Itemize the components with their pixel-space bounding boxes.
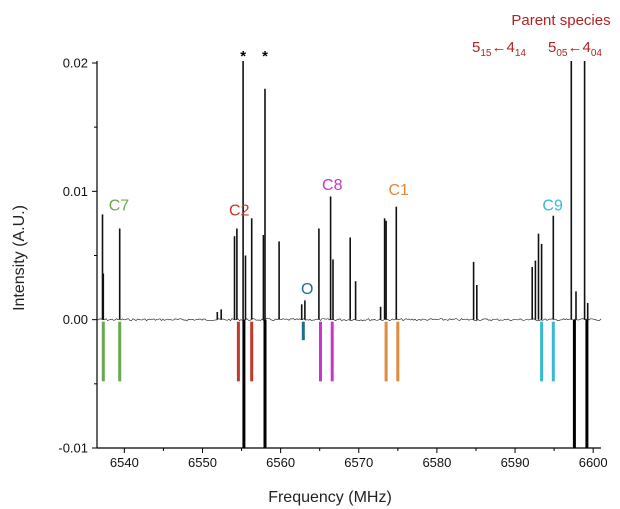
transition-1-j-up: 5 xyxy=(472,39,480,56)
transition-2-j-up: 5 xyxy=(548,39,556,56)
transition-2-ka-kc-up: 05 xyxy=(556,48,568,59)
asterisk-marker: * xyxy=(262,48,268,65)
assignment-label-c9: C9 xyxy=(542,198,563,215)
y-tick-label: 0.01 xyxy=(63,184,88,199)
y-tick-label: 0.02 xyxy=(63,56,88,71)
y-tick-label: 0.00 xyxy=(63,312,88,327)
baseline-noise xyxy=(96,318,602,322)
x-tick-label: 6550 xyxy=(188,455,217,470)
experimental-spectrum xyxy=(101,61,589,320)
transition-5-15-4-14: 515←414 xyxy=(472,39,526,59)
transition-2-j-low: 4 xyxy=(582,39,590,56)
x-tick-label: 6570 xyxy=(344,455,373,470)
assignment-label-c2: C2 xyxy=(229,203,250,220)
asterisk-marker: * xyxy=(240,48,246,65)
negative-spectrum xyxy=(242,319,589,448)
transition-1-ka-kc-low: 14 xyxy=(515,48,527,59)
x-tick-label: 6540 xyxy=(110,455,139,470)
x-tick-label: 6580 xyxy=(422,455,451,470)
parent-species-label: Parent species xyxy=(511,12,610,29)
y-tick-label: -0.01 xyxy=(58,441,88,456)
predicted-lines xyxy=(101,321,555,382)
assignment-labels: C7 C2 O C8 C1 C9 * * xyxy=(109,48,563,298)
transition-1-arrow: ← xyxy=(491,39,506,56)
transition-1-ka-kc-up: 15 xyxy=(480,48,492,59)
assignment-label-c8: C8 xyxy=(322,177,343,194)
y-axis-title: Intensity (A.U.) xyxy=(11,205,28,311)
assignment-label-c1: C1 xyxy=(388,182,409,199)
parent-species-annotation: Parent species 515←414 505←404 xyxy=(472,12,611,59)
assignment-label-o: O xyxy=(301,281,313,298)
axes: 6540 6550 6560 6570 6580 6590 6600 -0.01 0.00 0.0… xyxy=(58,56,607,471)
transition-2-arrow: ← xyxy=(567,39,582,56)
x-tick-label: 6600 xyxy=(579,455,608,470)
x-tick-label: 6590 xyxy=(501,455,530,470)
transition-1-j-low: 4 xyxy=(506,39,514,56)
assignment-label-c7: C7 xyxy=(109,198,130,215)
x-axis-title: Frequency (MHz) xyxy=(268,489,392,506)
x-tick-label: 6560 xyxy=(266,455,295,470)
transition-2-ka-kc-low: 04 xyxy=(591,48,603,59)
baseline-trace xyxy=(96,318,602,322)
transition-5-05-4-04: 505←404 xyxy=(548,39,602,59)
